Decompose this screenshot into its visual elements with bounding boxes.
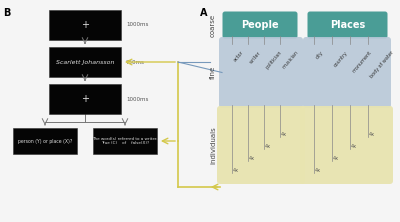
Text: individuals: individuals — [210, 126, 216, 164]
Text: country: country — [333, 50, 349, 68]
Text: +: + — [81, 94, 89, 104]
Text: 4x: 4x — [369, 132, 375, 137]
Text: person (Y) or place (X)?: person (Y) or place (X)? — [18, 139, 72, 143]
Text: 4x: 4x — [333, 156, 339, 161]
Text: 1000ms: 1000ms — [126, 22, 148, 28]
Text: 4x: 4x — [233, 168, 239, 173]
Text: A: A — [200, 8, 208, 18]
Text: People: People — [241, 20, 279, 30]
Text: writer: writer — [249, 50, 262, 64]
Text: monument: monument — [351, 50, 372, 74]
Text: B: B — [3, 8, 10, 18]
FancyBboxPatch shape — [217, 106, 305, 184]
Text: 4x: 4x — [315, 168, 321, 173]
FancyBboxPatch shape — [222, 12, 298, 38]
Text: 4x: 4x — [265, 144, 271, 149]
FancyBboxPatch shape — [303, 37, 391, 108]
FancyBboxPatch shape — [13, 128, 77, 154]
Text: actor: actor — [233, 50, 245, 63]
Text: body of water: body of water — [369, 50, 395, 79]
FancyBboxPatch shape — [49, 47, 121, 77]
FancyBboxPatch shape — [49, 84, 121, 114]
FancyBboxPatch shape — [308, 12, 388, 38]
Text: Places: Places — [330, 20, 365, 30]
Text: musician: musician — [281, 50, 299, 70]
Text: 4x: 4x — [249, 156, 255, 161]
Text: 4x: 4x — [281, 132, 287, 137]
Text: city: city — [315, 50, 324, 60]
Text: coarse: coarse — [210, 14, 216, 37]
Text: The word(s) referred to a writer.
True (C)    of    false(X)?: The word(s) referred to a writer. True (… — [92, 137, 158, 145]
FancyBboxPatch shape — [300, 106, 393, 184]
FancyBboxPatch shape — [49, 10, 121, 40]
FancyBboxPatch shape — [219, 37, 303, 108]
Text: +: + — [81, 20, 89, 30]
Text: 750ms: 750ms — [126, 59, 145, 65]
Text: Scarlett Johansson: Scarlett Johansson — [56, 59, 114, 65]
Text: fine: fine — [210, 66, 216, 79]
Text: 4x: 4x — [351, 144, 357, 149]
FancyBboxPatch shape — [93, 128, 157, 154]
Text: 1000ms: 1000ms — [126, 97, 148, 101]
Text: politician: politician — [265, 50, 283, 70]
